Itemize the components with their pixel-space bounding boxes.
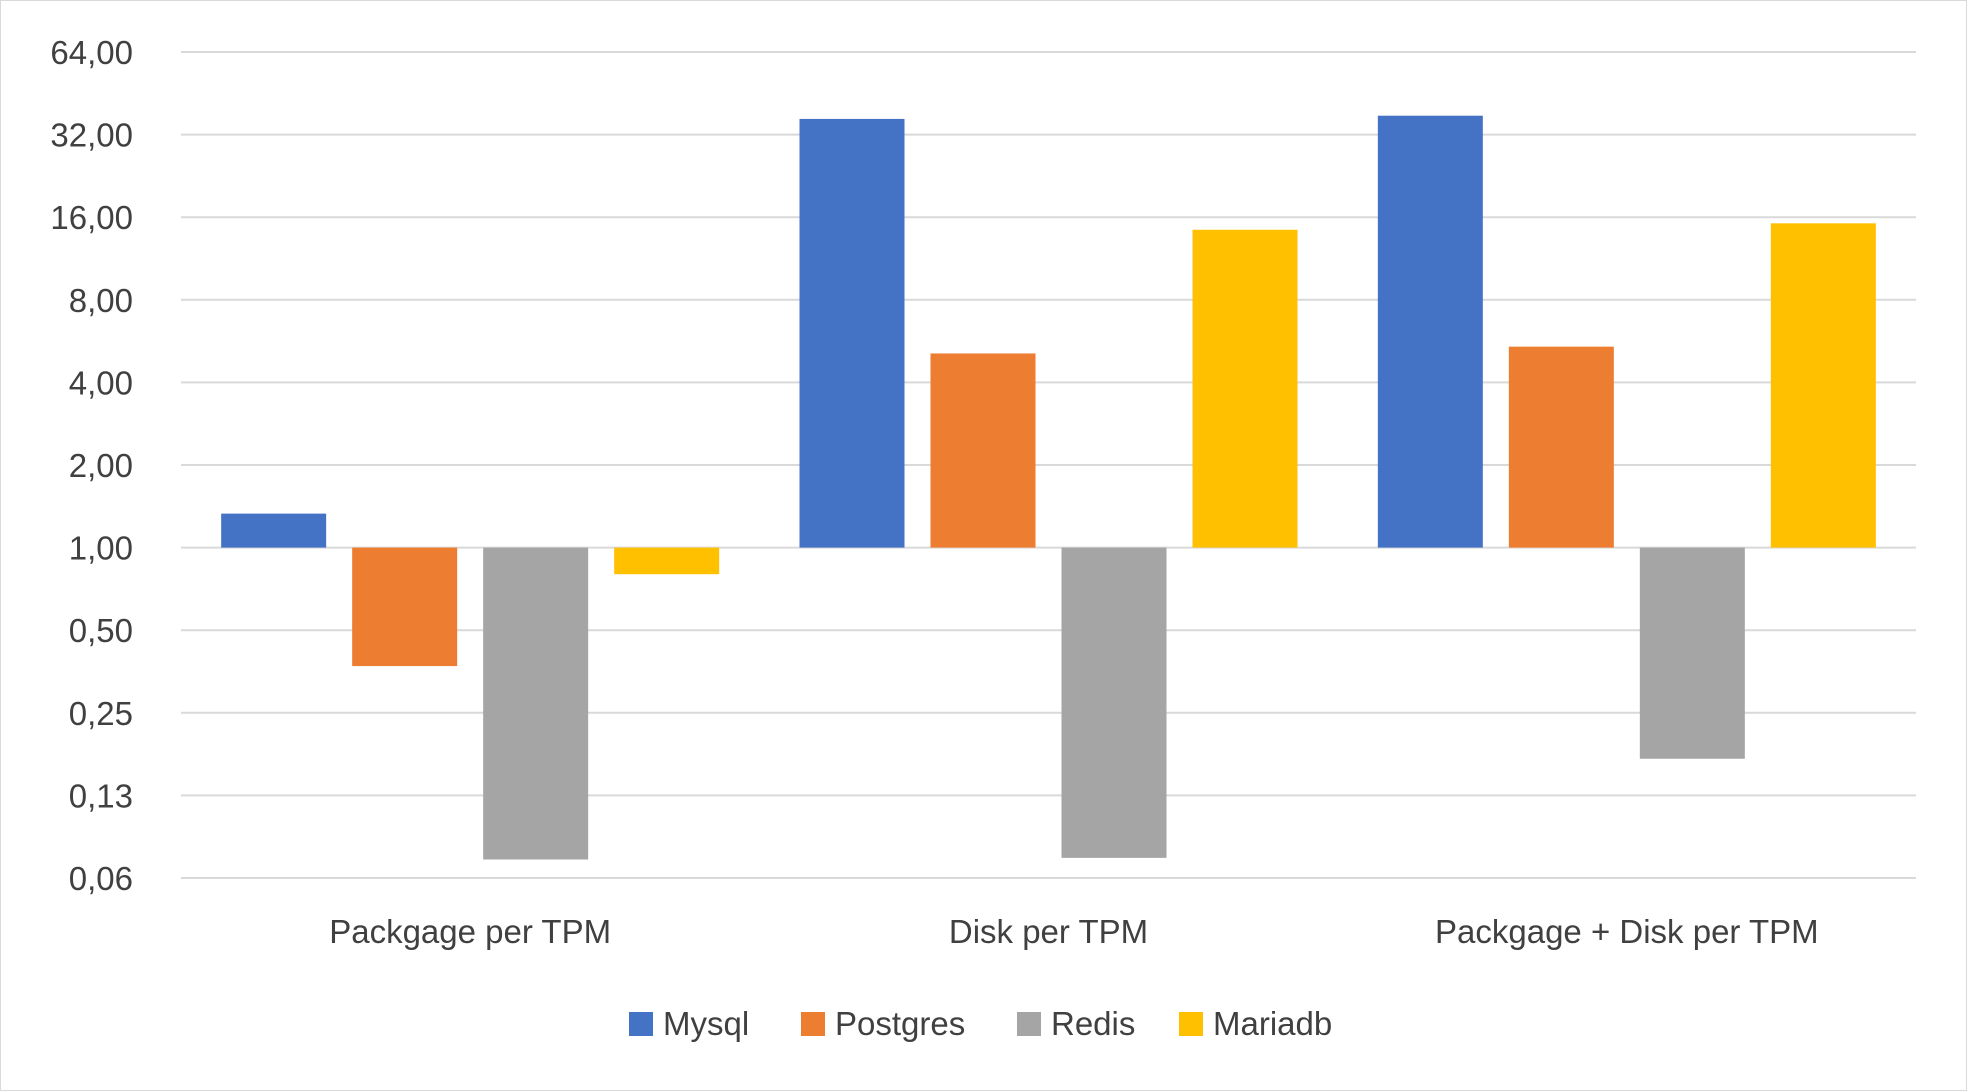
bar-redis-2 xyxy=(1639,547,1745,759)
bar-postgres-2 xyxy=(1508,346,1614,548)
y-tick-label: 1,00 xyxy=(69,530,133,567)
legend-label-mysql: Mysql xyxy=(663,1005,749,1042)
category-label: Disk per TPM xyxy=(949,913,1148,950)
y-tick-label: 2,00 xyxy=(69,447,133,484)
bar-mariadb-0 xyxy=(614,547,720,575)
legend-label-redis: Redis xyxy=(1051,1005,1135,1042)
legend-swatch-mysql xyxy=(629,1012,653,1036)
legend-swatch-mariadb xyxy=(1179,1012,1203,1036)
category-label: Packgage + Disk per TPM xyxy=(1435,913,1819,950)
y-tick-label: 0,06 xyxy=(69,860,133,897)
y-tick-label: 32,00 xyxy=(50,117,133,154)
y-tick-label: 16,00 xyxy=(50,199,133,236)
y-axis-tick-labels: 0,06 0,13 0,25 0,50 1,00 2,00 4,00 8,00 16,00 32,… xyxy=(50,34,133,897)
bar-mariadb-2 xyxy=(1770,223,1876,548)
legend-swatch-postgres xyxy=(801,1012,825,1036)
y-tick-label: 0,13 xyxy=(69,777,133,814)
legend-swatch-redis xyxy=(1017,1012,1041,1036)
bar-postgres-0 xyxy=(352,547,458,667)
bar-mysql-0 xyxy=(221,513,327,548)
y-tick-label: 0,50 xyxy=(69,612,133,649)
bar-mariadb-1 xyxy=(1192,229,1298,548)
legend: Mysql Postgres Redis Mariadb xyxy=(629,1005,1332,1042)
bar-redis-0 xyxy=(483,547,589,860)
bars xyxy=(221,115,1876,860)
legend-label-postgres: Postgres xyxy=(835,1005,965,1042)
bar-mysql-2 xyxy=(1377,115,1483,548)
legend-label-mariadb: Mariadb xyxy=(1213,1005,1332,1042)
y-tick-label: 0,25 xyxy=(69,695,133,732)
gridlines xyxy=(181,51,1916,879)
y-tick-label: 4,00 xyxy=(69,364,133,401)
bar-redis-1 xyxy=(1061,547,1167,858)
bar-mysql-1 xyxy=(799,118,905,548)
x-axis-category-labels: Packgage per TPM Disk per TPM Packgage + D… xyxy=(329,913,1818,950)
y-tick-label: 8,00 xyxy=(69,282,133,319)
bar-postgres-1 xyxy=(930,353,1036,548)
y-tick-label: 64,00 xyxy=(50,34,133,71)
category-label: Packgage per TPM xyxy=(329,913,611,950)
